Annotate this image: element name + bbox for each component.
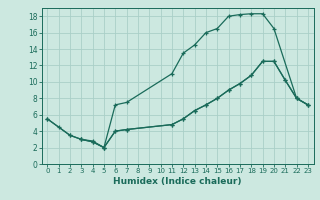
X-axis label: Humidex (Indice chaleur): Humidex (Indice chaleur) [113,177,242,186]
